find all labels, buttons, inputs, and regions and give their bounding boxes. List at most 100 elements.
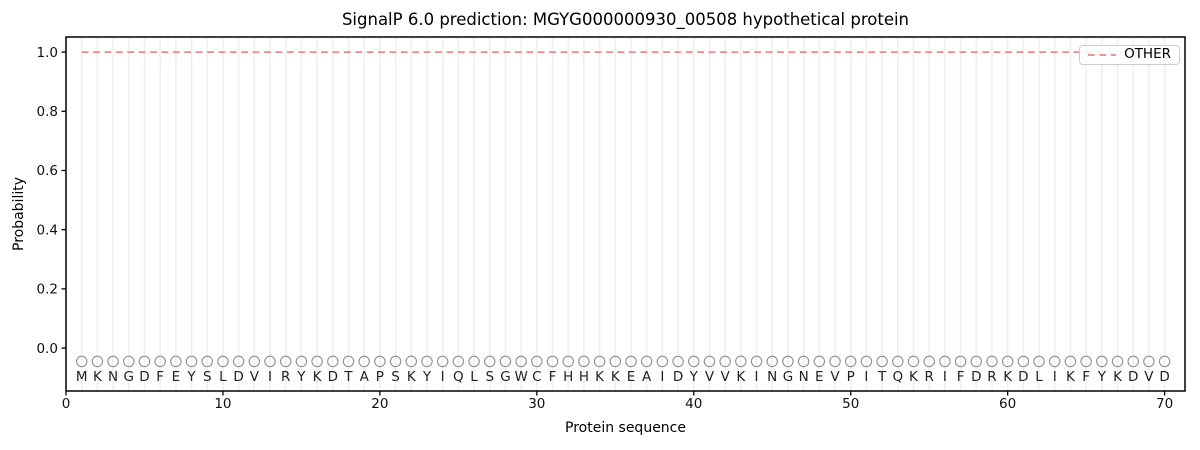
residue-marker [970, 355, 983, 368]
residue-letter: T [343, 369, 353, 385]
residue-letter: F [549, 369, 557, 385]
residue-marker [374, 355, 386, 368]
residue-marker [531, 355, 543, 368]
y-tick-label: 1.0 [37, 45, 58, 61]
residue-marker [499, 355, 512, 368]
residue-letter: N [767, 369, 777, 385]
residue-letter: K [1113, 369, 1123, 385]
residue-marker [939, 355, 951, 368]
residue-marker [1158, 355, 1171, 368]
residue-marker [248, 355, 261, 368]
residue-marker [358, 355, 370, 368]
residue-marker [201, 355, 213, 368]
residue-letter: Q [453, 369, 464, 385]
residue-marker [1096, 355, 1108, 368]
residue-marker [327, 355, 339, 368]
residue-marker [389, 355, 402, 368]
residue-marker [923, 355, 935, 368]
residue-letter: M [76, 369, 88, 385]
residue-letter: N [799, 369, 809, 385]
residue-marker [1064, 355, 1077, 368]
residue-letter: Y [689, 369, 699, 385]
residue-letter: E [815, 369, 824, 385]
x-tick-label: 60 [999, 396, 1016, 412]
residue-letter: F [1082, 369, 1090, 385]
residue-letter: R [924, 369, 933, 385]
residue-letter: T [877, 369, 887, 385]
residue-marker [1001, 355, 1014, 368]
plot-border [65, 36, 1186, 392]
y-tick-label: 0.4 [37, 222, 58, 238]
residue-letter: V [250, 369, 260, 385]
chart-title: SignalP 6.0 prediction: MGYG000000930_00… [341, 10, 910, 29]
y-tick-label: 0.6 [37, 163, 58, 179]
residue-letter: I [943, 369, 947, 385]
residue-marker [844, 355, 857, 368]
residue-letter: D [139, 369, 149, 385]
residue-letter: K [313, 369, 323, 385]
residue-letter: G [500, 369, 510, 385]
residue-letter: I [1053, 369, 1057, 385]
residue-marker [625, 355, 637, 368]
residue-letter: K [909, 369, 919, 385]
x-tick-label: 50 [842, 396, 859, 412]
residue-letter: K [611, 369, 621, 385]
residue-letter: I [755, 369, 759, 385]
residue-letter: H [579, 369, 589, 385]
residue-marker [1017, 355, 1030, 368]
residue-marker [342, 355, 355, 368]
residue-marker [138, 355, 151, 368]
residue-letter: D [1128, 369, 1138, 385]
residue-marker [1127, 355, 1139, 368]
residue-marker [279, 355, 292, 368]
residue-letter: I [660, 369, 664, 385]
residue-letter: G [783, 369, 793, 385]
residue-letter: W [514, 369, 527, 385]
residue-letter: Y [422, 369, 432, 385]
residue-letter: S [203, 369, 212, 385]
residue-marker [640, 355, 653, 368]
residue-marker [813, 355, 826, 368]
residue-letter: K [93, 369, 103, 385]
residue-letter: Y [296, 369, 306, 385]
residue-letter: Y [1097, 369, 1107, 385]
x-tick-label: 0 [62, 396, 71, 412]
residue-marker [295, 355, 308, 368]
residue-marker [656, 355, 669, 368]
x-tick-label: 70 [1156, 396, 1173, 412]
residue-marker [782, 355, 794, 368]
residue-marker [578, 355, 590, 368]
residue-letter: P [847, 369, 855, 385]
residue-marker [593, 355, 606, 368]
residue-letter: L [1035, 369, 1043, 385]
residue-letter: G [124, 369, 134, 385]
residue-letter: F [156, 369, 164, 385]
residue-letter: D [1159, 369, 1169, 385]
residue-marker [405, 355, 418, 368]
residue-letter: D [971, 369, 981, 385]
residue-marker [892, 355, 904, 368]
residue-marker [515, 355, 527, 368]
residue-marker [232, 355, 245, 368]
residue-letter: V [705, 369, 715, 385]
residue-letter: S [485, 369, 494, 385]
residue-letter: A [360, 369, 370, 385]
residue-letter: V [830, 369, 840, 385]
residue-letter: S [391, 369, 400, 385]
residue-marker [876, 355, 888, 368]
residue-marker [672, 355, 684, 368]
residue-marker [860, 355, 873, 368]
residue-letter: K [736, 369, 746, 385]
residue-letter: R [281, 369, 290, 385]
x-tick-label: 30 [528, 396, 545, 412]
residue-letter: K [595, 369, 605, 385]
residue-letter: D [1018, 369, 1028, 385]
residue-marker [750, 355, 763, 368]
residue-letter: Y [186, 369, 196, 385]
residue-letter: N [108, 369, 118, 385]
residue-marker [311, 355, 323, 368]
residue-letter: I [441, 369, 445, 385]
residue-letter: L [219, 369, 227, 385]
residue-marker [170, 355, 182, 368]
residue-marker [688, 355, 700, 368]
